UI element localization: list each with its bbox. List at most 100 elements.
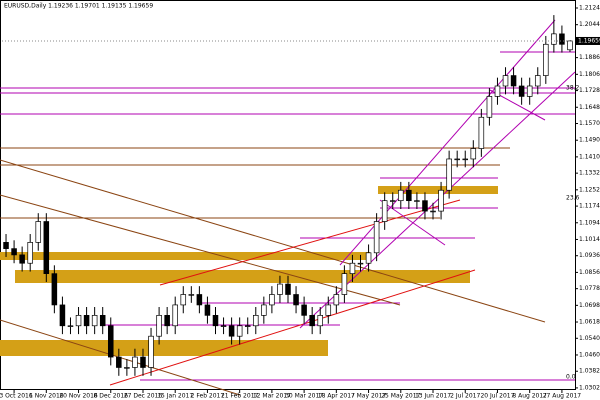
candle-body bbox=[164, 315, 170, 327]
x-tick-label: 25 May 2017 bbox=[381, 393, 420, 400]
candle-body bbox=[188, 294, 195, 296]
candle-body bbox=[253, 315, 259, 327]
candle-body bbox=[293, 294, 299, 306]
candle-body bbox=[414, 200, 420, 202]
y-tick-label: 1.16480 bbox=[579, 104, 600, 111]
candle-body bbox=[389, 200, 396, 202]
candle-body bbox=[196, 294, 203, 306]
x-tick-label: 21 Feb 2017 bbox=[221, 393, 259, 400]
candle-body bbox=[277, 283, 283, 295]
candle-body bbox=[132, 356, 138, 368]
y-tick-label: 1.14100 bbox=[579, 153, 600, 160]
candle-body bbox=[567, 40, 573, 51]
candle-body bbox=[269, 294, 275, 306]
y-tick-label: 1.03020 bbox=[579, 384, 600, 391]
x-tick-label: 2 Feb 2017 bbox=[191, 393, 225, 400]
candle-body bbox=[140, 356, 146, 368]
candle-body bbox=[180, 294, 187, 306]
candle-body bbox=[357, 262, 364, 265]
x-tick-label: 13 Oct 2016 bbox=[0, 393, 33, 400]
chart-title: EURUSD,Daily 1.19236 1.19701 1.19135 1.1… bbox=[4, 3, 153, 10]
candle-body bbox=[67, 325, 74, 327]
candle-body bbox=[551, 33, 557, 45]
candle-body bbox=[124, 367, 130, 369]
candle-body bbox=[349, 262, 356, 275]
x-tick-label: 27 Dec 2016 bbox=[124, 393, 163, 400]
candle-body bbox=[406, 189, 412, 202]
candle-body bbox=[422, 200, 428, 212]
trend-line bbox=[0, 194, 401, 306]
y-tick-label: 1.03820 bbox=[579, 368, 600, 375]
candle-body bbox=[373, 221, 380, 254]
candle-body bbox=[59, 304, 66, 327]
annotation: 38.2 bbox=[566, 85, 580, 92]
last-price-box bbox=[576, 36, 600, 45]
y-tick-label: 1.10140 bbox=[579, 236, 600, 243]
annotation: 23.6 bbox=[566, 195, 580, 202]
y-tick-label: 1.10940 bbox=[579, 219, 600, 226]
zone bbox=[378, 186, 498, 194]
candle-body bbox=[99, 315, 106, 327]
y-tick-label: 1.20440 bbox=[579, 21, 600, 28]
candle-body bbox=[204, 304, 211, 316]
x-tick-label: 8 Dec 2016 bbox=[94, 393, 129, 400]
candle-body bbox=[470, 148, 477, 160]
y-tick-label: 1.17280 bbox=[579, 87, 600, 94]
candle-body bbox=[35, 221, 42, 243]
y-tick-label: 1.18060 bbox=[579, 71, 600, 78]
y-tick-label: 1.21240 bbox=[579, 5, 600, 12]
x-tick-label: 27 Aug 2017 bbox=[543, 393, 582, 400]
y-tick-label: 1.08560 bbox=[579, 269, 600, 276]
zone bbox=[0, 252, 370, 260]
x-tick-label: 8 Aug 2017 bbox=[512, 393, 547, 400]
y-tick-label: 1.06180 bbox=[579, 319, 600, 326]
candle-body bbox=[438, 189, 444, 212]
candle-body bbox=[325, 304, 332, 316]
trend-line bbox=[109, 269, 476, 386]
candle-body bbox=[309, 315, 315, 327]
y-tick-label: 1.09360 bbox=[579, 252, 600, 259]
candle-body bbox=[381, 200, 388, 222]
trend-line bbox=[159, 199, 461, 286]
candle-body bbox=[518, 85, 525, 97]
candle-body bbox=[148, 335, 154, 368]
annotation: 0.0 bbox=[566, 374, 576, 381]
candle-body bbox=[486, 96, 493, 118]
y-tick-label: 1.07780 bbox=[579, 285, 600, 292]
candle-body bbox=[430, 210, 436, 213]
candle-body bbox=[11, 248, 17, 256]
candle-body bbox=[510, 75, 517, 87]
y-tick-label: 1.11740 bbox=[579, 203, 600, 210]
candle-body bbox=[301, 304, 307, 316]
candle-body bbox=[398, 189, 404, 202]
candle-body bbox=[43, 221, 50, 275]
candle-body bbox=[285, 283, 291, 295]
y-tick-label: 1.15700 bbox=[579, 120, 600, 127]
candle-body bbox=[559, 33, 565, 45]
candle-body bbox=[341, 273, 348, 295]
x-tick-label: 13 Jun 2017 bbox=[415, 393, 451, 400]
candle-body bbox=[534, 75, 541, 87]
candle-body bbox=[51, 273, 58, 306]
candle-body bbox=[478, 116, 485, 149]
y-tick-label: 1.14900 bbox=[579, 137, 600, 144]
candle-body bbox=[236, 325, 243, 337]
x-tick-label: 2 Jul 2017 bbox=[450, 393, 480, 400]
candle-body bbox=[365, 252, 372, 264]
zone bbox=[0, 340, 328, 356]
candle-body bbox=[156, 315, 162, 337]
candle-body bbox=[83, 315, 90, 327]
x-tick-label: 18 Apr 2017 bbox=[318, 393, 355, 400]
candle-body bbox=[3, 242, 9, 249]
y-tick-label: 1.12520 bbox=[579, 186, 600, 193]
candle-body bbox=[526, 85, 533, 97]
candle-body bbox=[91, 315, 98, 327]
candle-body bbox=[19, 254, 25, 264]
last-price-label: 1.19659 bbox=[578, 37, 600, 44]
overlays bbox=[0, 19, 576, 396]
candle-body bbox=[212, 315, 219, 327]
zone bbox=[15, 270, 470, 283]
candle-body bbox=[454, 158, 460, 161]
